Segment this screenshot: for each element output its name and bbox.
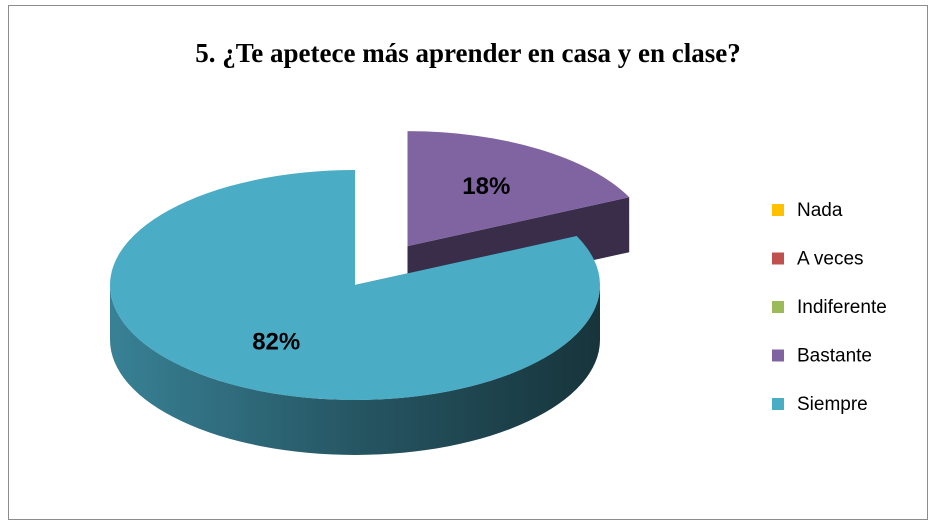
chart-title: 5. ¿Te apetece más aprender en casa y en… [195,38,740,68]
legend-marker [772,349,784,362]
legend-marker [772,204,784,216]
legend-label: Indiferente [797,297,887,318]
slice-top [407,131,630,247]
slice-wall [110,285,600,455]
legend-marker [772,398,784,410]
legend-label: Siempre [797,394,868,415]
data-label: 18% [462,173,510,200]
data-label: 82% [252,329,300,356]
legend-label: Nada [797,200,843,221]
slice [109,170,600,455]
legend-marker [772,301,784,313]
legend-label: Bastante [797,346,872,367]
slice-top [109,170,600,400]
legend-marker [772,252,784,265]
legend-label: A veces [797,249,864,270]
